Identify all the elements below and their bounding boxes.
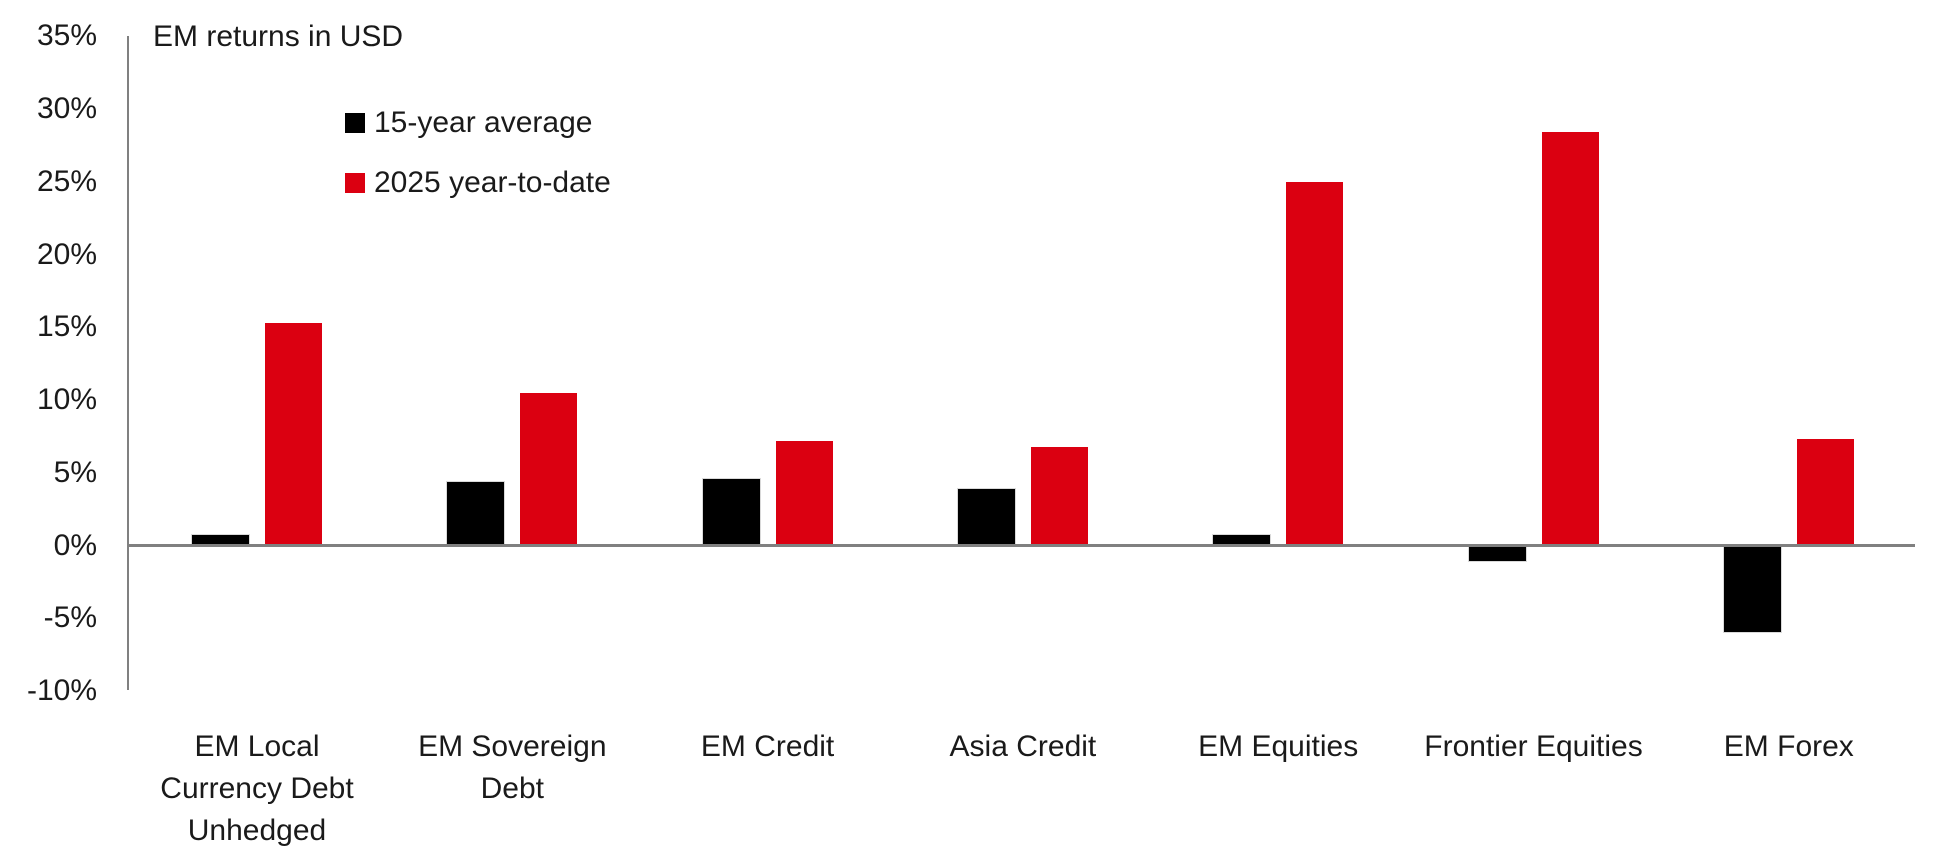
bar-avg-0 — [192, 535, 249, 546]
bar-ytd-4 — [1286, 181, 1344, 546]
legend-swatch-icon — [345, 173, 365, 193]
zero-baseline — [127, 544, 1915, 547]
bar-ytd-6 — [1796, 439, 1854, 546]
y-axis-label-30: 30% — [36, 92, 97, 126]
bar-avg-5 — [1468, 546, 1526, 562]
x-axis-label-5: Frontier Equities — [1424, 730, 1643, 763]
bar-avg-3 — [957, 488, 1015, 546]
y-axis-line — [127, 36, 129, 690]
x-axis-label-6: EM Forex — [1723, 730, 1854, 763]
bar-avg-6 — [1723, 546, 1781, 633]
x-axis-label-2: EM Credit — [700, 730, 835, 763]
y-axis-label-20: 20% — [36, 237, 97, 271]
x-axis-label-4: EM Equities — [1198, 730, 1359, 763]
y-axis-label-15: 15% — [36, 310, 97, 344]
legend-item-1: 2025 year-to-date — [345, 166, 611, 199]
y-axis-label-10: 10% — [36, 383, 97, 417]
legend-swatch-icon — [345, 113, 365, 133]
legend-label: 2025 year-to-date — [374, 166, 611, 199]
y-axis-label--10: -10% — [26, 673, 97, 707]
legend-label: 15-year average — [374, 106, 593, 139]
y-axis-label-0: 0% — [53, 528, 97, 562]
x-axis-label-1: EM Sovereign Debt — [418, 730, 607, 805]
chart-title: EM returns in USD — [153, 20, 404, 53]
bar-ytd-2 — [775, 440, 833, 546]
y-axis-label-5: 5% — [53, 455, 97, 489]
bar-ytd-1 — [520, 392, 578, 546]
bar-avg-2 — [702, 478, 760, 546]
bar-ytd-3 — [1030, 446, 1088, 546]
x-axis-label-0: EM Local Currency Debt Unhedged — [160, 730, 354, 847]
chart-legend: 15-year average 2025 year-to-date — [345, 106, 611, 228]
legend-item-0: 15-year average — [345, 106, 611, 139]
bar-ytd-5 — [1541, 132, 1599, 546]
y-axis-label-25: 25% — [36, 164, 97, 198]
y-axis-label--5: -5% — [43, 601, 97, 635]
x-axis-label-3: Asia Credit — [949, 730, 1097, 763]
bar-avg-4 — [1213, 535, 1271, 546]
bar-avg-1 — [447, 481, 505, 546]
y-axis-label-35: 35% — [36, 19, 97, 53]
bar-ytd-0 — [265, 322, 322, 546]
